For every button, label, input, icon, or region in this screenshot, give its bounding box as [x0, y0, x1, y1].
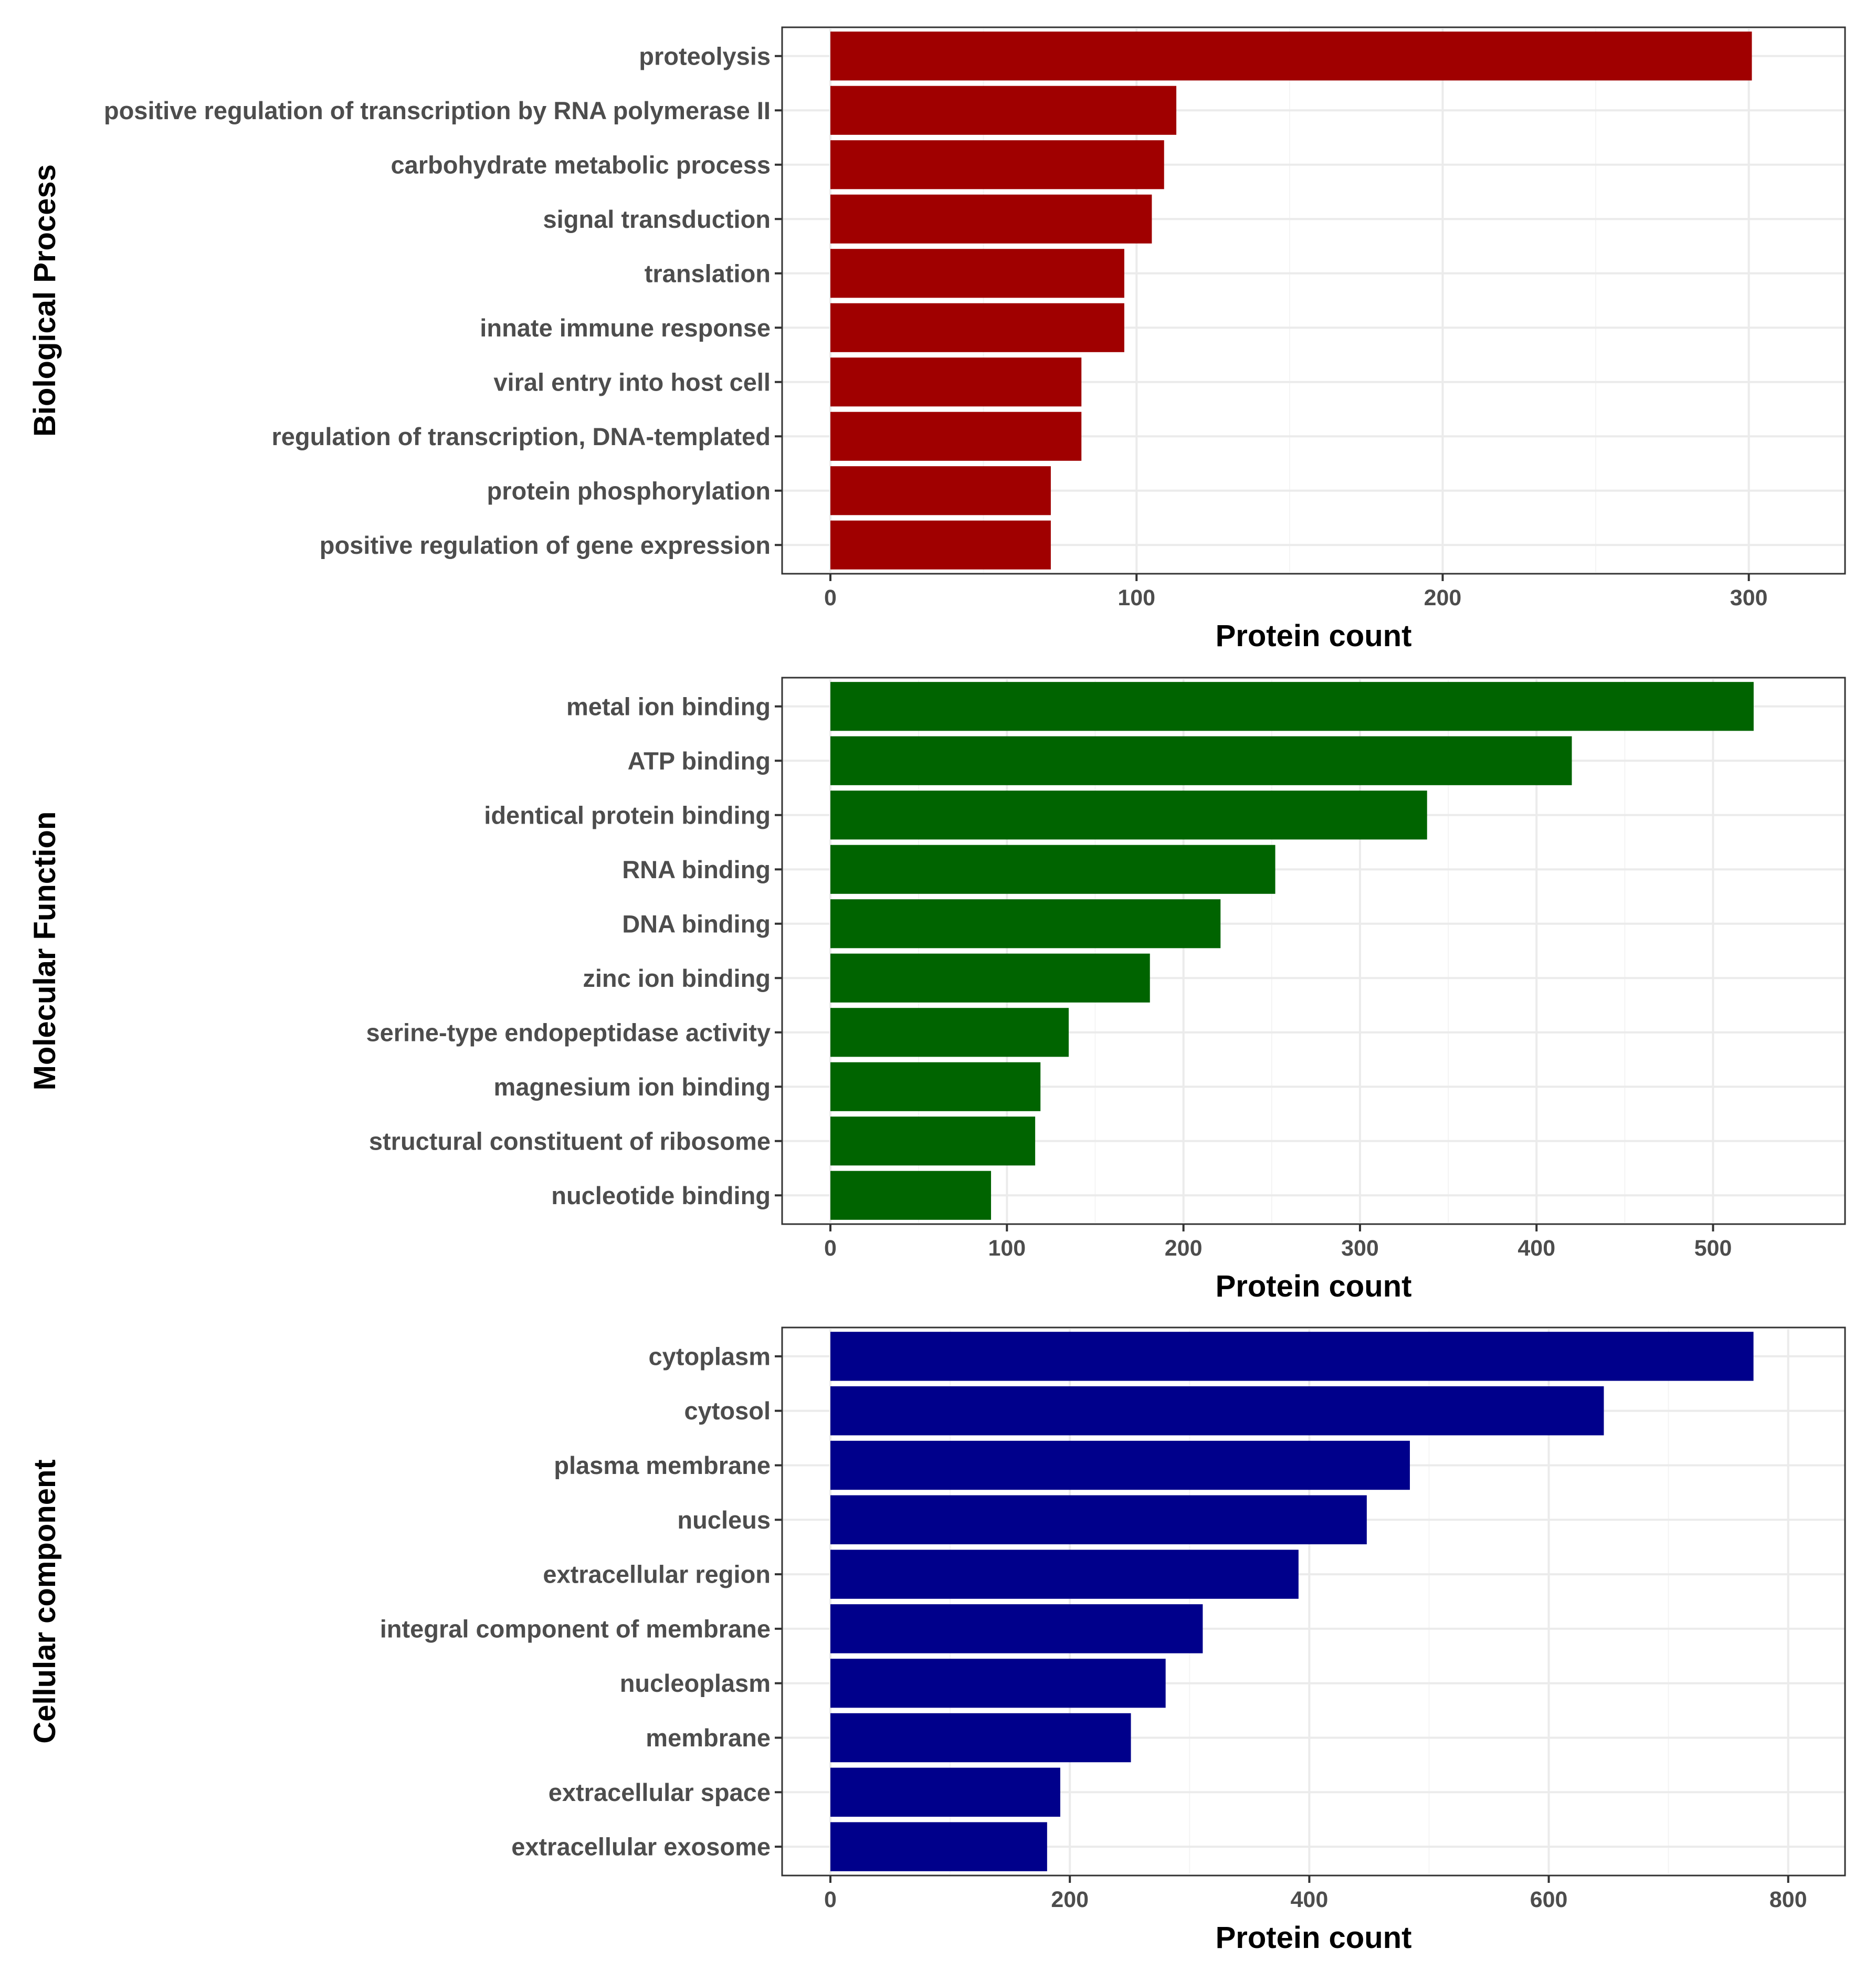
- bar: [830, 1116, 1036, 1166]
- bar: [830, 466, 1051, 515]
- category-label: extracellular region: [543, 1561, 771, 1588]
- category-label: membrane: [646, 1724, 771, 1752]
- bar: [830, 357, 1082, 407]
- category-label: extracellular exosome: [511, 1833, 771, 1861]
- category-label: regulation of transcription, DNA-templat…: [272, 423, 771, 450]
- category-label: metal ion binding: [566, 692, 771, 720]
- x-tick-label: 200: [1165, 1236, 1203, 1261]
- x-tick-label: 400: [1517, 1236, 1555, 1261]
- bar: [830, 845, 1276, 894]
- category-label: integral component of membrane: [380, 1615, 771, 1642]
- category-label: plasma membrane: [554, 1451, 771, 1479]
- panel-title: Biological Process: [28, 164, 62, 437]
- x-axis-title: Protein count: [1216, 1269, 1412, 1303]
- panel-frame: [781, 677, 1846, 1225]
- bar: [830, 1332, 1754, 1381]
- category-label: DNA binding: [622, 910, 771, 937]
- category-label: nucleotide binding: [551, 1182, 771, 1209]
- x-tick-label: 600: [1530, 1887, 1568, 1912]
- category-label: nucleus: [677, 1506, 771, 1534]
- bar: [830, 899, 1221, 949]
- category-label: RNA binding: [622, 856, 771, 883]
- category-label: serine-type endopeptidase activity: [366, 1018, 771, 1046]
- category-label: cytosol: [684, 1397, 771, 1425]
- bar: [830, 1822, 1047, 1871]
- bar: [830, 953, 1150, 1003]
- bar: [830, 682, 1754, 731]
- category-label: ATP binding: [628, 747, 771, 775]
- bar: [830, 86, 1177, 135]
- category-label: translation: [645, 259, 771, 287]
- bar: [830, 1171, 992, 1220]
- x-tick-label: 0: [824, 1236, 837, 1261]
- category-label: extracellular space: [549, 1778, 771, 1806]
- category-label: nucleoplasm: [620, 1669, 771, 1697]
- bar: [830, 1604, 1203, 1653]
- panel-title: Cellular component: [28, 1459, 62, 1743]
- bar: [830, 1495, 1367, 1545]
- category-label: protein phosphorylation: [487, 477, 771, 504]
- x-tick-label: 300: [1341, 1236, 1379, 1261]
- category-label: positive regulation of gene expression: [320, 531, 771, 559]
- bar: [830, 1008, 1069, 1057]
- x-tick-label: 400: [1291, 1887, 1329, 1912]
- bar: [830, 194, 1152, 244]
- x-tick-label: 800: [1769, 1887, 1807, 1912]
- bar: [830, 1550, 1299, 1599]
- x-tick-label: 500: [1694, 1236, 1732, 1261]
- bar: [830, 1658, 1166, 1708]
- bar: [830, 736, 1572, 785]
- x-tick-label: 200: [1424, 585, 1462, 610]
- x-tick-label: 100: [1118, 585, 1155, 610]
- category-label: zinc ion binding: [583, 964, 771, 992]
- category-label: positive regulation of transcription by …: [104, 97, 771, 124]
- x-tick-label: 300: [1730, 585, 1768, 610]
- panel-frame: [781, 1326, 1846, 1877]
- bar: [830, 249, 1124, 298]
- category-label: identical protein binding: [484, 801, 771, 829]
- bar: [830, 303, 1124, 352]
- bar: [830, 791, 1427, 840]
- category-label: signal transduction: [543, 205, 771, 233]
- bar: [830, 1386, 1604, 1436]
- category-label: structural constituent of ribosome: [369, 1127, 771, 1155]
- bar: [830, 31, 1752, 81]
- panel-frame: [781, 26, 1846, 575]
- category-label: proteolysis: [639, 42, 771, 70]
- chart-panel-1: proteolysis positive regulation of transc…: [28, 26, 1846, 653]
- x-tick-label: 100: [988, 1236, 1026, 1261]
- x-tick-label: 0: [824, 1887, 837, 1912]
- category-label: carbohydrate metabolic process: [391, 151, 771, 178]
- panel-title: Molecular Function: [28, 812, 62, 1091]
- bar: [830, 1440, 1410, 1490]
- bar: [830, 520, 1051, 570]
- x-tick-label: 200: [1051, 1887, 1089, 1912]
- bar: [830, 1767, 1060, 1817]
- bar: [830, 1713, 1131, 1763]
- bar: [830, 412, 1082, 461]
- chart-panel-3: cytoplasm cytosol plasma membrane nucleus ex…: [28, 1326, 1846, 1955]
- bar: [830, 140, 1164, 189]
- category-label: viral entry into host cell: [493, 368, 771, 396]
- x-axis-title: Protein count: [1216, 1921, 1412, 1955]
- category-label: magnesium ion binding: [494, 1073, 771, 1101]
- category-label: innate immune response: [480, 314, 771, 342]
- category-label: cytoplasm: [649, 1342, 771, 1370]
- bar: [830, 1062, 1041, 1111]
- x-axis-title: Protein count: [1216, 619, 1412, 653]
- chart-panel-2: metal ion binding ATP binding identical pr…: [28, 677, 1846, 1303]
- x-tick-label: 0: [824, 585, 837, 610]
